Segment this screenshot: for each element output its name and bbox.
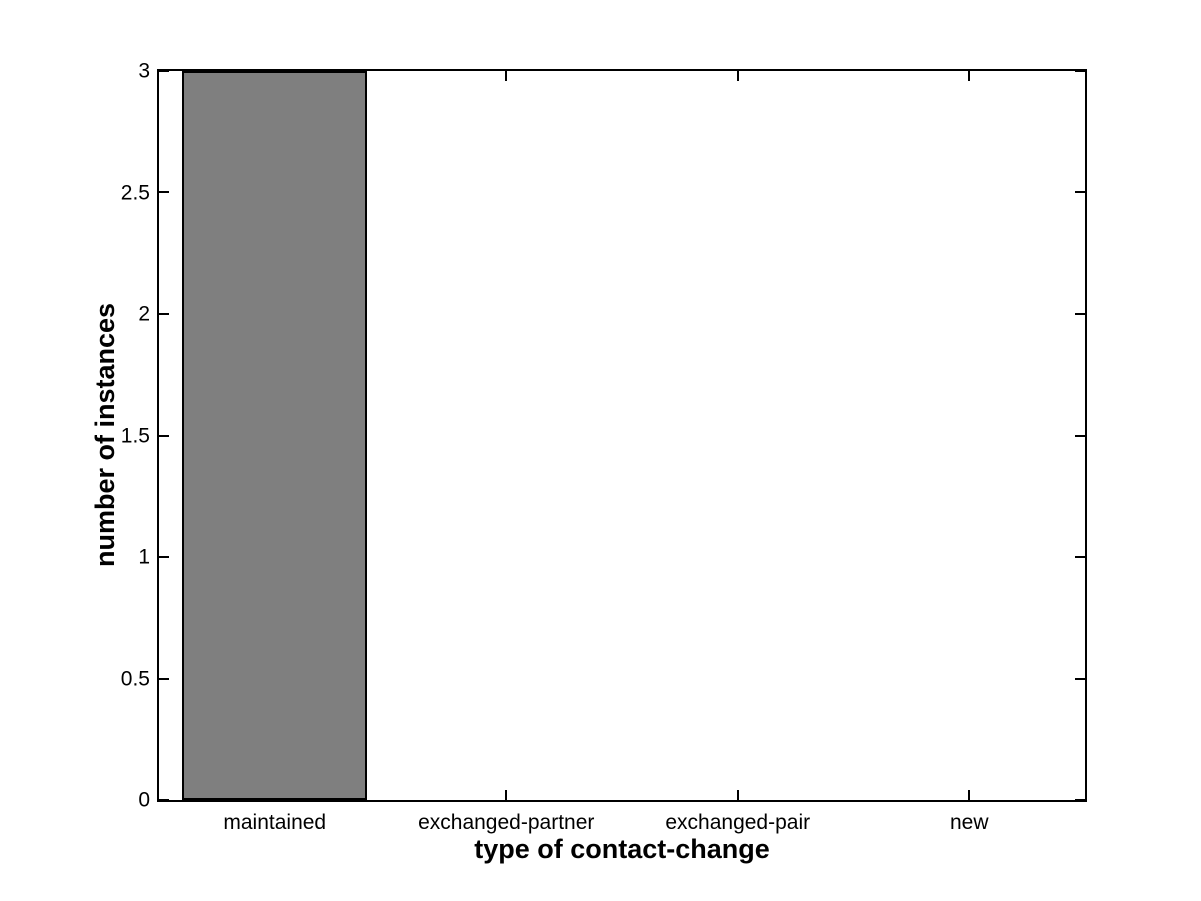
x-tick-mark (736, 790, 739, 800)
x-tick-label-exchanged-partner: exchanged-partner (418, 811, 595, 834)
bar-maintained (182, 71, 368, 800)
y-tick-mark (1075, 677, 1085, 680)
y-tick-mark (1075, 555, 1085, 558)
y-tick-label: 1.5 (120, 424, 150, 447)
y-tick-mark (1075, 312, 1085, 315)
y-tick-mark (159, 677, 169, 680)
y-tick-label: 2 (138, 302, 150, 326)
x-tick-label-new: new (949, 811, 989, 834)
y-tick-mark (159, 799, 169, 801)
y-tick-label: 3 (138, 59, 150, 83)
y-tick-label: 1 (138, 545, 150, 569)
x-tick-mark (968, 71, 971, 81)
x-tick-mark (736, 71, 739, 81)
x-tick-label-exchanged-pair: exchanged-pair (665, 811, 811, 834)
y-tick-label: 0 (138, 788, 150, 812)
y-tick-mark (159, 312, 169, 315)
plot-area (157, 69, 1087, 802)
x-tick-mark (505, 71, 508, 81)
y-tick-mark (159, 555, 169, 558)
y-tick-mark (159, 434, 169, 437)
y-tick-mark (1075, 191, 1085, 194)
x-tick-mark (505, 790, 508, 800)
y-tick-mark (159, 70, 169, 72)
x-axis-label: type of contact-change (474, 834, 770, 864)
y-tick-label: 0.5 (120, 667, 150, 690)
y-tick-mark (1075, 799, 1085, 801)
y-tick-label: 2.5 (120, 181, 150, 204)
x-tick-mark (968, 790, 971, 800)
x-tick-label-maintained: maintained (223, 811, 327, 834)
y-tick-mark (159, 191, 169, 194)
y-tick-mark (1075, 434, 1085, 437)
y-tick-mark (1075, 70, 1085, 72)
